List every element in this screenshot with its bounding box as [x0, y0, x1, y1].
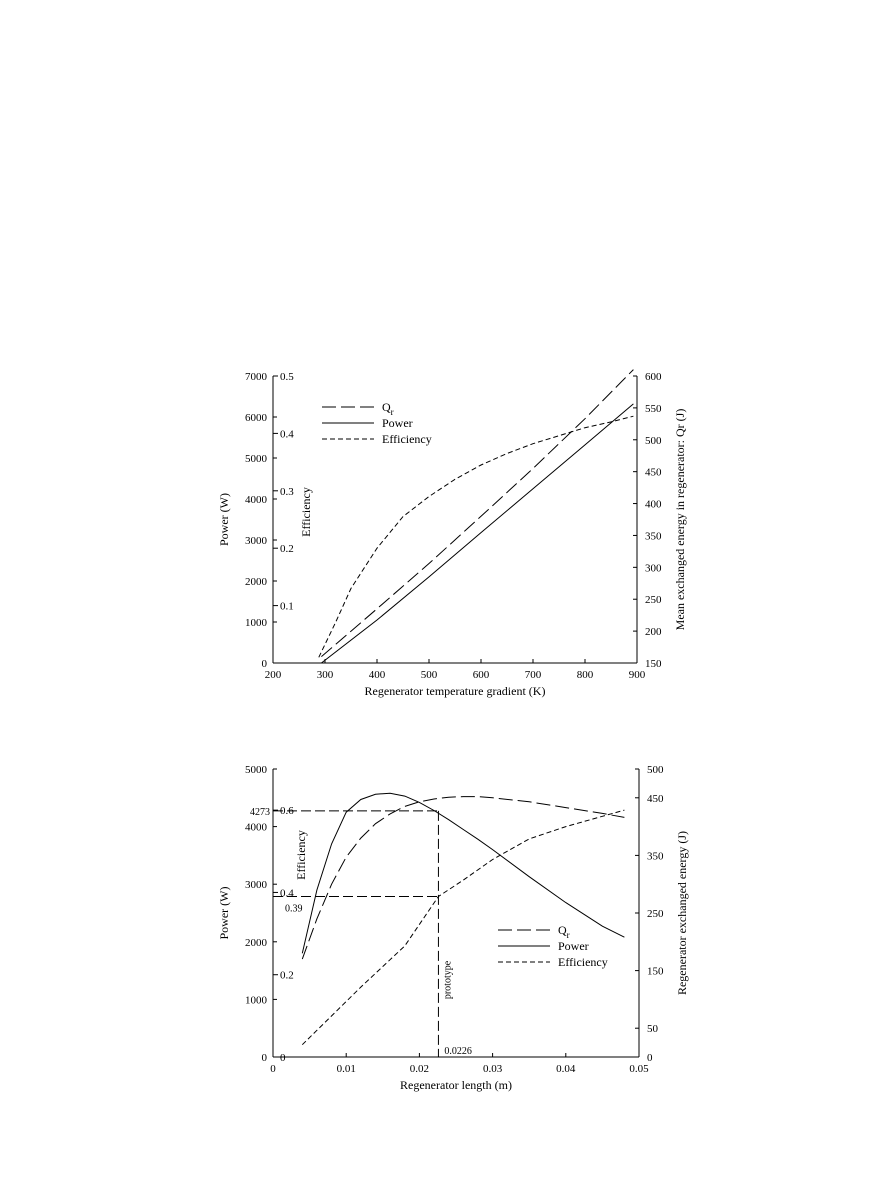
- x-axis-label: Regenerator length (m): [400, 1078, 512, 1092]
- y-tick-label: 3000: [245, 535, 268, 547]
- y3-tick-label: 150: [645, 658, 662, 670]
- series-line-qr: [321, 369, 634, 657]
- legend-label-efficiency: Efficiency: [382, 432, 432, 446]
- y3-axis-label: Regenerator exchanged energy (J): [675, 831, 689, 995]
- x-tick-label: 300: [317, 669, 334, 681]
- x-tick-label: 0.03: [483, 1063, 503, 1075]
- y2-tick-label: 0.4: [280, 887, 294, 899]
- y-tick-label: 1000: [245, 617, 268, 629]
- legend-label-power: Power: [382, 416, 413, 430]
- y-tick-label: 6000: [245, 412, 268, 424]
- x-tick-label: 0.02: [410, 1063, 429, 1075]
- x-tick-label: 500: [421, 669, 438, 681]
- y3-tick-label: 350: [647, 850, 664, 862]
- y-tick-label: 0: [262, 1052, 268, 1064]
- x-tick-label: 200: [265, 669, 282, 681]
- y3-tick-label: 50: [647, 1023, 659, 1035]
- x-tick-label: 700: [525, 669, 542, 681]
- legend-label-power: Power: [558, 939, 589, 953]
- prototype-label: prototype: [442, 960, 453, 999]
- legend-label-qr: Qr: [558, 923, 570, 940]
- y3-tick-label: 250: [645, 594, 662, 606]
- x-tick-label: 0.01: [337, 1063, 356, 1075]
- y2-tick-label: 0.2: [280, 970, 294, 982]
- y-axis-label: Power (W): [217, 887, 231, 940]
- y3-tick-label: 550: [645, 403, 662, 415]
- y2-tick-label: 0.3: [280, 486, 294, 498]
- y2-tick-label: 0: [280, 1052, 286, 1064]
- y3-tick-label: 350: [645, 530, 662, 542]
- efficiency-marker-label: 0.39: [285, 904, 303, 915]
- y3-tick-label: 600: [645, 371, 662, 383]
- y-tick-label: 4000: [245, 494, 268, 506]
- y3-tick-label: 500: [645, 435, 662, 447]
- y3-tick-label: 150: [647, 966, 664, 978]
- y3-tick-label: 500: [647, 764, 664, 776]
- y-tick-label: 4000: [245, 822, 268, 834]
- y2-tick-label: 0.5: [280, 371, 294, 383]
- y-tick-label: 5000: [245, 453, 268, 465]
- series-line-power: [301, 792, 625, 954]
- series-line-efficiency: [301, 809, 625, 1046]
- y3-tick-label: 0: [647, 1052, 653, 1064]
- x-tick-label: 0.05: [629, 1063, 649, 1075]
- x-tick-label: 400: [369, 669, 386, 681]
- y-tick-label: 2000: [245, 576, 268, 588]
- y-tick-label: 1000: [245, 994, 268, 1006]
- y3-axis-label: Mean exchanged energy in regenerator: Qr…: [673, 409, 687, 631]
- y-axis-label: Power (W): [217, 493, 231, 546]
- y-tick-label: 7000: [245, 371, 268, 383]
- y2-tick-label: 0.1: [280, 601, 294, 613]
- series-line-efficiency: [318, 415, 634, 658]
- y-tick-label: 5000: [245, 764, 268, 776]
- y3-tick-label: 400: [645, 499, 662, 511]
- legend-label-qr: Qr: [382, 400, 394, 417]
- y2-tick-label: 0.2: [280, 543, 294, 555]
- y3-tick-label: 200: [645, 626, 662, 638]
- x-axis-label: Regenerator temperature gradient (K): [365, 684, 546, 698]
- x-tick-label: 0: [270, 1063, 276, 1075]
- series-line-power: [321, 403, 634, 664]
- y-tick-label: 2000: [245, 937, 268, 949]
- series-line-qr: [301, 796, 625, 960]
- y3-tick-label: 300: [645, 562, 662, 574]
- chart-regenerator-temperature-gradient: 200 300 400 500 600 700 800 900 0 1000 2000 3000 400…: [217, 369, 687, 698]
- y2-axis-label: Efficiency: [299, 487, 313, 537]
- x-tick-label: 600: [473, 669, 490, 681]
- x-tick-label: 800: [577, 669, 594, 681]
- y3-tick-label: 250: [647, 908, 664, 920]
- y-tick-label: 0: [262, 658, 268, 670]
- y2-tick-label: 0.4: [280, 428, 294, 440]
- x-tick-label: 0.04: [556, 1063, 576, 1075]
- y-tick-label: 3000: [245, 879, 268, 891]
- power-marker-label: 4273: [250, 807, 270, 818]
- x-tick-label: 900: [629, 669, 646, 681]
- y2-axis-label: Efficiency: [294, 830, 308, 880]
- length-marker-label: 0.0226: [444, 1046, 472, 1057]
- y3-tick-label: 450: [647, 793, 664, 805]
- y3-tick-label: 450: [645, 467, 662, 479]
- legend-label-efficiency: Efficiency: [558, 955, 608, 969]
